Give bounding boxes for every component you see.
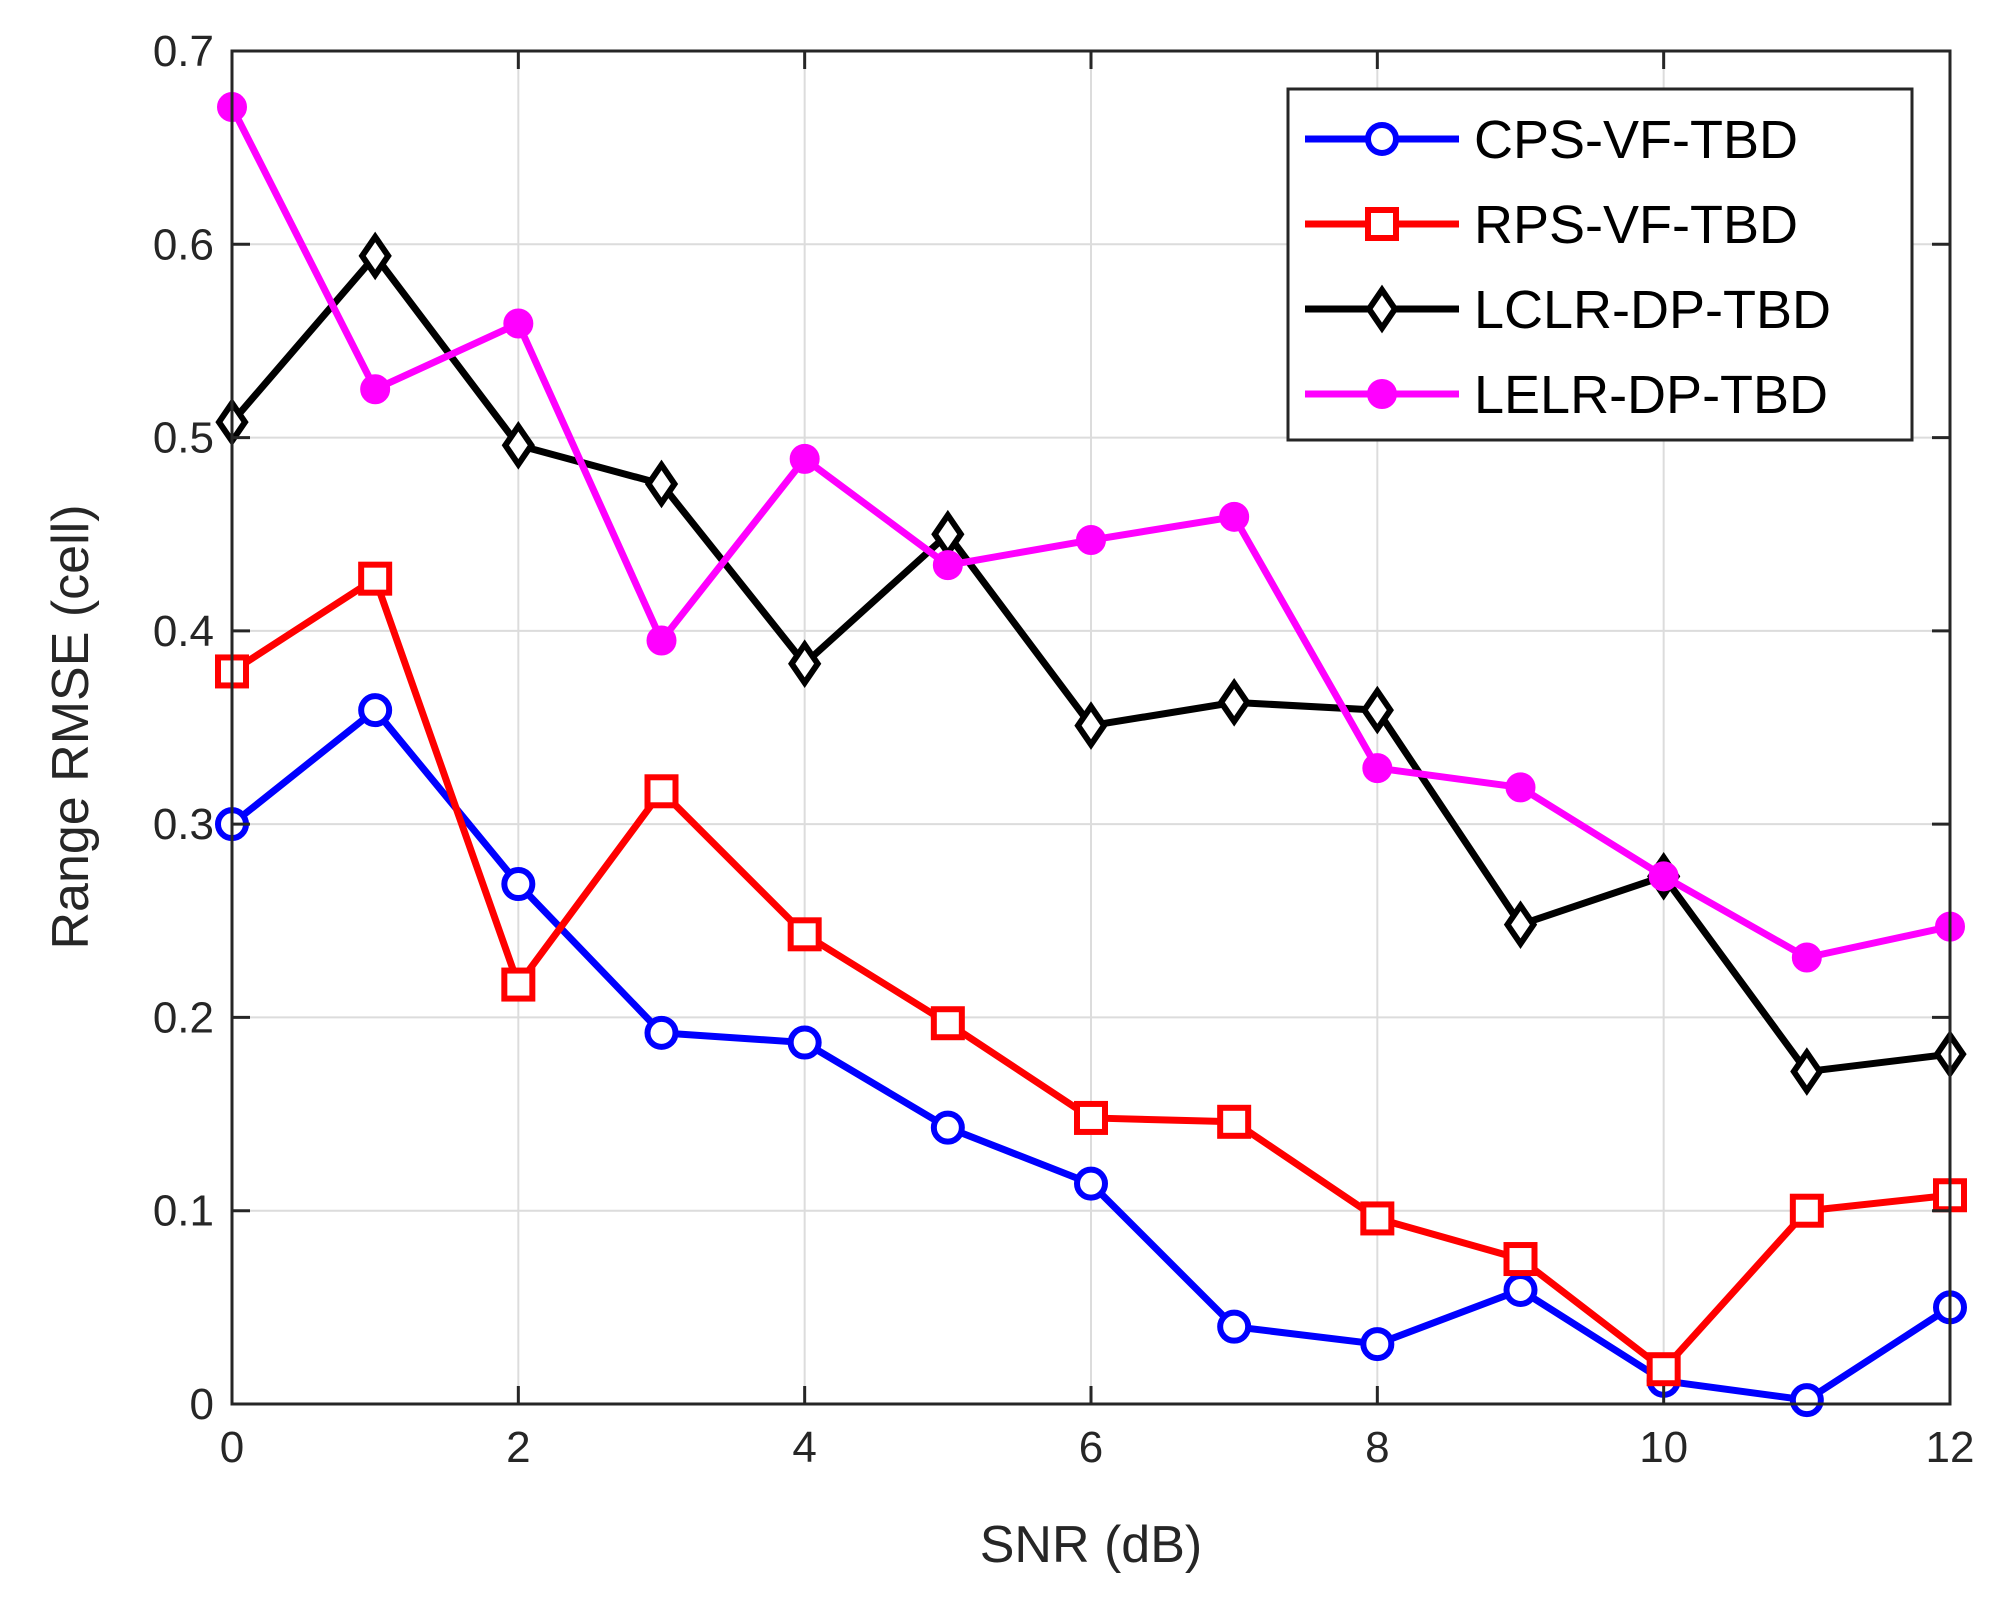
data-point-cps-vf-tbd — [358, 693, 393, 728]
legend: CPS-VF-TBD RPS-VF-TBD LCLR-DP-TBD LELR-DP-T… — [1286, 87, 1914, 442]
data-point-lelr-dp-tbd — [789, 443, 820, 474]
data-point-lclr-dp-tbd — [788, 639, 822, 689]
data-point-rps-vf-tbd — [1217, 1104, 1252, 1139]
data-point-lelr-dp-tbd — [1362, 753, 1393, 784]
y-tick-label: 0.7 — [153, 27, 214, 76]
legend-label-lclr-dp-tbd: LCLR-DP-TBD — [1474, 280, 1831, 340]
y-tick-label: 0 — [190, 1380, 214, 1429]
data-point-rps-vf-tbd — [787, 917, 822, 952]
legend-marker-rps-vf-tbd — [1365, 207, 1399, 241]
data-point-lelr-dp-tbd — [1505, 772, 1536, 803]
y-tick-label: 0.6 — [153, 220, 214, 269]
data-point-cps-vf-tbd — [644, 1015, 679, 1050]
data-point-lelr-dp-tbd — [932, 550, 963, 581]
y-tick-label: 0.5 — [153, 414, 214, 463]
data-point-lclr-dp-tbd — [1790, 1047, 1824, 1096]
x-tick-label: 4 — [792, 1423, 816, 1472]
y-axis-title: Range RMSE (cell) — [42, 504, 100, 949]
series-rps-vf-tbd — [215, 561, 1967, 1387]
legend-marker-lelr-dp-tbd — [1367, 379, 1397, 409]
data-point-cps-vf-tbd — [1360, 1327, 1395, 1362]
data-point-lclr-dp-tbd — [358, 231, 392, 281]
x-tick-label: 2 — [506, 1423, 530, 1472]
data-point-lclr-dp-tbd — [1217, 678, 1251, 727]
y-tick-label: 0.3 — [153, 800, 214, 849]
data-point-lelr-dp-tbd — [360, 374, 391, 405]
data-point-lclr-dp-tbd — [644, 459, 679, 509]
data-point-rps-vf-tbd — [1360, 1201, 1395, 1236]
y-tick-label: 0.4 — [153, 607, 214, 656]
data-point-rps-vf-tbd — [930, 1006, 965, 1041]
legend-entry-cps-vf-tbd: CPS-VF-TBD — [1305, 110, 1798, 170]
data-point-lelr-dp-tbd — [646, 625, 677, 656]
legend-marker-lclr-dp-tbd — [1365, 284, 1399, 334]
x-axis-title: SNR (dB) — [980, 1516, 1202, 1574]
data-point-lelr-dp-tbd — [1648, 861, 1679, 892]
data-point-lelr-dp-tbd — [1076, 525, 1106, 556]
legend-label-rps-vf-tbd: RPS-VF-TBD — [1474, 195, 1798, 255]
data-point-lelr-dp-tbd — [1219, 501, 1250, 532]
series-group — [215, 92, 1967, 1418]
data-point-rps-vf-tbd — [1503, 1242, 1538, 1277]
data-point-cps-vf-tbd — [501, 867, 536, 902]
data-point-cps-vf-tbd — [1074, 1166, 1108, 1201]
data-point-cps-vf-tbd — [930, 1110, 965, 1145]
legend-entry-rps-vf-tbd: RPS-VF-TBD — [1305, 195, 1798, 255]
data-point-lclr-dp-tbd — [1074, 701, 1108, 750]
data-point-rps-vf-tbd — [1646, 1352, 1681, 1387]
legend-entry-lelr-dp-tbd: LELR-DP-TBD — [1305, 365, 1828, 425]
legend-label-lelr-dp-tbd: LELR-DP-TBD — [1474, 365, 1828, 425]
data-point-cps-vf-tbd — [1789, 1383, 1824, 1418]
data-point-cps-vf-tbd — [1217, 1309, 1252, 1344]
data-point-lclr-dp-tbd — [1360, 685, 1394, 735]
data-point-cps-vf-tbd — [1503, 1272, 1538, 1307]
x-tick-label: 6 — [1079, 1423, 1103, 1472]
x-tick-label: 12 — [1926, 1423, 1975, 1472]
data-point-lclr-dp-tbd — [501, 420, 535, 470]
legend-label-cps-vf-tbd: CPS-VF-TBD — [1474, 110, 1798, 170]
data-point-cps-vf-tbd — [787, 1025, 822, 1060]
data-point-rps-vf-tbd — [501, 967, 536, 1002]
data-point-rps-vf-tbd — [1789, 1193, 1824, 1228]
axis-ticks: 0 2 4 6 8 10 12 0 0.1 0.2 0.3 0.4 0.5 0.6 0.7 — [153, 27, 1975, 1472]
legend-entry-lclr-dp-tbd: LCLR-DP-TBD — [1305, 280, 1831, 340]
data-point-rps-vf-tbd — [358, 561, 393, 596]
series-lelr-dp-tbd — [217, 92, 1965, 973]
data-point-rps-vf-tbd — [1074, 1100, 1108, 1135]
data-point-rps-vf-tbd — [644, 774, 679, 809]
data-point-lelr-dp-tbd — [503, 308, 534, 339]
legend-marker-cps-vf-tbd — [1365, 122, 1399, 156]
x-tick-label: 10 — [1639, 1423, 1688, 1472]
y-tick-label: 0.1 — [153, 1187, 214, 1236]
data-point-lclr-dp-tbd — [1503, 900, 1538, 949]
x-tick-label: 8 — [1365, 1423, 1389, 1472]
x-tick-label: 0 — [220, 1423, 244, 1472]
data-point-lelr-dp-tbd — [1791, 942, 1822, 973]
y-tick-label: 0.2 — [153, 993, 214, 1042]
